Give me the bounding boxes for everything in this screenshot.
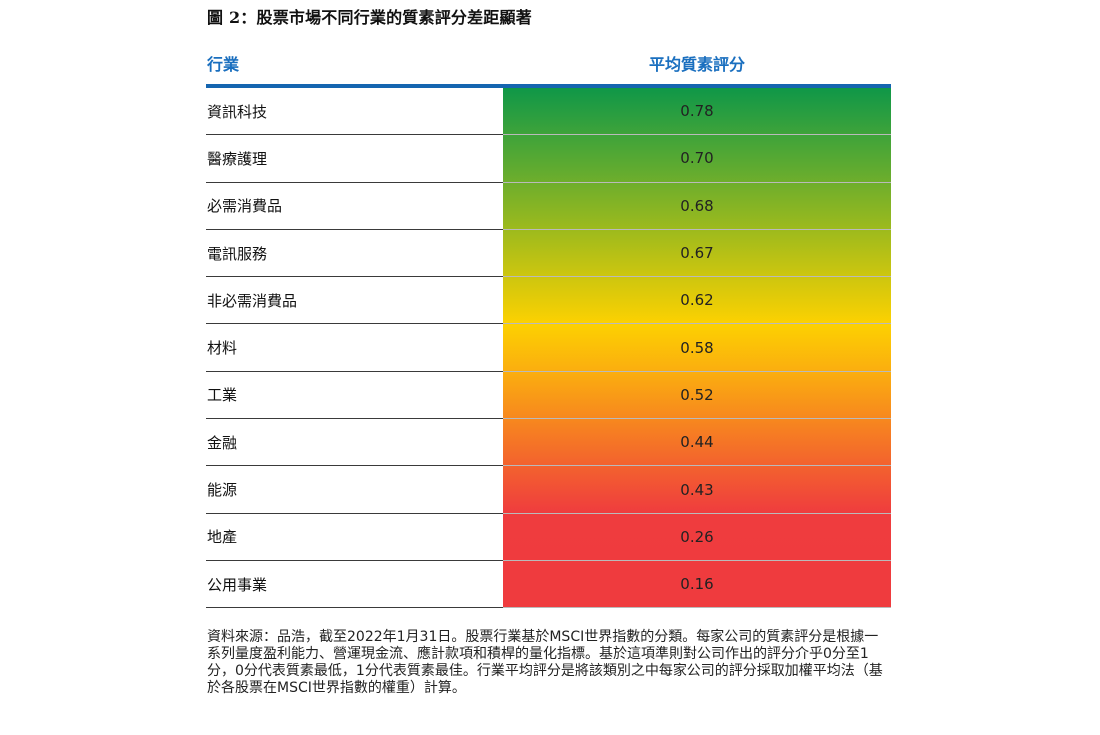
table-row: 必需消費品 0.68: [206, 182, 891, 231]
sector-label: 資訊科技: [207, 102, 268, 121]
table-row: 金融 0.44: [206, 419, 891, 467]
score-cell-divider: [503, 181, 891, 183]
table-row: 能源 0.43: [206, 466, 891, 514]
score-cell: 0.43: [503, 466, 891, 513]
score-cell-divider: [503, 134, 891, 136]
score-cell: 0.78: [503, 88, 891, 135]
sector-label: 醫療護理: [207, 149, 268, 168]
table-row: 資訊科技 0.78: [206, 88, 891, 136]
sector-label: 必需消費品: [207, 197, 283, 216]
source-note: 資料來源：品浩，截至2022年1月31日。股票行業基於MSCI世界指數的分類。每…: [207, 629, 883, 696]
score-cell-divider: [503, 418, 891, 420]
column-header-sector: 行業: [207, 55, 240, 74]
sector-label: 地產: [207, 528, 238, 547]
table-body: 資訊科技 0.78 醫療護理 0.70 必需消費品 0.68 電訊服務 0.67 非必需消費品 0…: [206, 88, 891, 609]
sector-label: 公用事業: [207, 575, 268, 594]
score-cell: 0.44: [503, 419, 891, 466]
score-cell-divider: [503, 465, 891, 467]
sector-label: 電訊服務: [207, 244, 268, 263]
table-row: 工業 0.52: [206, 371, 891, 420]
sector-label: 能源: [207, 481, 238, 500]
score-cell-divider: [503, 607, 891, 609]
table-row: 非必需消費品 0.62: [206, 277, 891, 325]
sector-label: 材料: [207, 339, 238, 358]
sector-label: 工業: [207, 386, 238, 405]
sector-label: 金融: [207, 433, 238, 452]
score-cell: 0.68: [503, 182, 891, 229]
table-row: 醫療護理 0.70: [206, 135, 891, 183]
score-cell: 0.26: [503, 513, 891, 560]
table-row: 公用事業 0.16: [206, 560, 891, 609]
score-cell: 0.52: [503, 371, 891, 419]
table-row: 材料 0.58: [206, 324, 891, 372]
score-cell-divider: [503, 370, 891, 372]
score-cell: 0.16: [503, 560, 891, 608]
score-cell-divider: [503, 559, 891, 562]
score-cell: 0.70: [503, 135, 891, 182]
table-header: 行業 平均質素評分: [206, 47, 891, 88]
score-cell: 0.62: [503, 277, 891, 324]
score-cell-divider: [503, 228, 891, 231]
table-row: 地產 0.26: [206, 513, 891, 562]
column-header-score: 平均質素評分: [648, 55, 745, 74]
score-cell-divider: [503, 512, 891, 514]
score-cell-divider: [503, 276, 891, 278]
chart-title: 圖 2：股票市場不同行業的質素評分差距顯著: [207, 8, 532, 27]
sector-label: 非必需消費品: [207, 291, 298, 310]
score-cell: 0.67: [503, 229, 891, 277]
score-cell: 0.58: [503, 324, 891, 371]
quality-score-table: 行業 平均質素評分 資訊科技 0.78 醫療護理 0.70 必需消費品 0.68 電訊服務 0…: [206, 47, 891, 609]
score-cell-divider: [503, 323, 891, 325]
table-row: 電訊服務 0.67: [206, 229, 891, 278]
